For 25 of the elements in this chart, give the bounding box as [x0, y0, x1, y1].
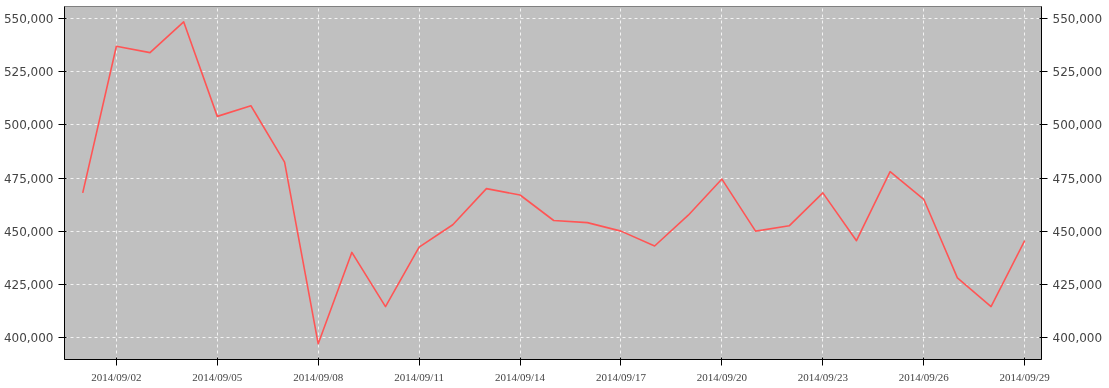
y-tick-label: 425,000 — [3, 277, 54, 292]
x-tick-label: 2014/09/17 — [595, 370, 647, 383]
x-tick-label: 2014/09/11 — [394, 370, 444, 383]
x-tick-label: 2014/09/05 — [192, 370, 243, 383]
y-tick-label: 475,000 — [3, 171, 54, 186]
x-tick-label: 2014/09/26 — [898, 370, 950, 383]
y-tick-label: 550,000 — [3, 12, 54, 27]
x-tick-label: 2014/09/29 — [999, 370, 1051, 383]
y2-tick-label: 475,000 — [1052, 171, 1103, 186]
y-tick-label: 400,000 — [3, 330, 54, 345]
x-tick-label: 2014/09/14 — [495, 370, 546, 383]
y-tick-label: 525,000 — [3, 65, 54, 80]
x-tick-label: 2014/09/08 — [293, 370, 344, 383]
x-tick-label: 2014/09/20 — [696, 370, 748, 383]
y2-tick-label: 500,000 — [1052, 118, 1103, 133]
y-tick-label: 500,000 — [3, 118, 54, 133]
y2-tick-label: 400,000 — [1052, 330, 1103, 345]
y2-tick-label: 425,000 — [1052, 277, 1103, 292]
line-series — [81, 21, 1026, 345]
x-tick-label: 2014/09/02 — [91, 370, 142, 383]
y-tick-label: 450,000 — [3, 224, 54, 239]
x-tick-label: 2014/09/23 — [797, 370, 849, 383]
y2-tick-label: 450,000 — [1052, 224, 1103, 239]
y2-tick-label: 525,000 — [1052, 65, 1103, 80]
y2-tick-label: 550,000 — [1052, 12, 1103, 27]
